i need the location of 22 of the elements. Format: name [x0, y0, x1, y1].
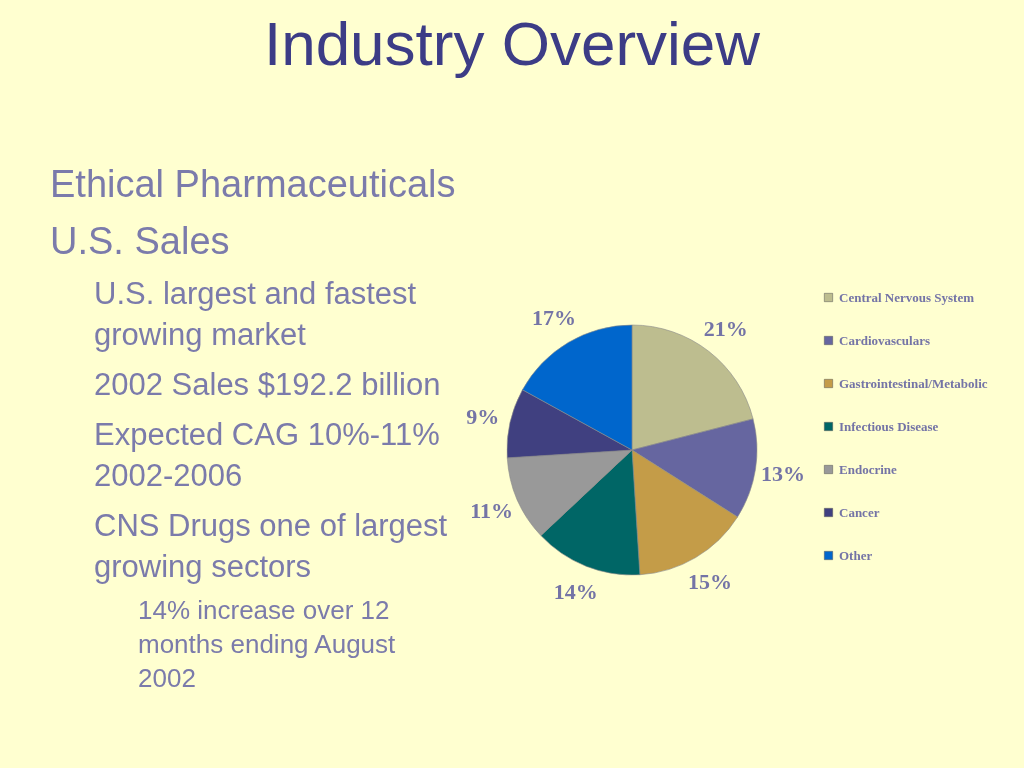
- legend-label: Infectious Disease: [839, 418, 939, 434]
- legend-label: Gastrointestinal/Metabolic: [839, 375, 988, 391]
- data-label: 15%: [687, 568, 732, 594]
- data-label: 14%: [553, 579, 598, 605]
- data-label: 21%: [703, 316, 748, 342]
- data-label: 17%: [532, 305, 577, 331]
- text: U.S. largest and fastest growing market: [94, 276, 417, 352]
- data-label: 9%: [466, 403, 500, 429]
- legend-label: Other: [839, 547, 873, 563]
- text: CNS Drugs one of largest growing sectors: [94, 508, 448, 584]
- legend-label: Cancer: [839, 504, 880, 520]
- legend-label: Endocrine: [839, 461, 898, 477]
- legend-label: Cardiovasculars: [839, 332, 930, 348]
- text: 2002 Sales $192.2 billion: [94, 367, 441, 402]
- chart-title: Industry Overview: [263, 9, 761, 78]
- legend-label: Central Nervous System: [839, 289, 975, 305]
- text: 14% increase over 12 months ending August 2002: [138, 595, 397, 693]
- text: Expected CAG 10%-11% 2002-2006: [94, 417, 440, 493]
- data-label: 11%: [470, 497, 513, 523]
- text: U.S. Sales: [50, 220, 230, 262]
- data-label: 13%: [761, 460, 806, 486]
- text: Ethical Pharmaceuticals: [50, 163, 456, 205]
